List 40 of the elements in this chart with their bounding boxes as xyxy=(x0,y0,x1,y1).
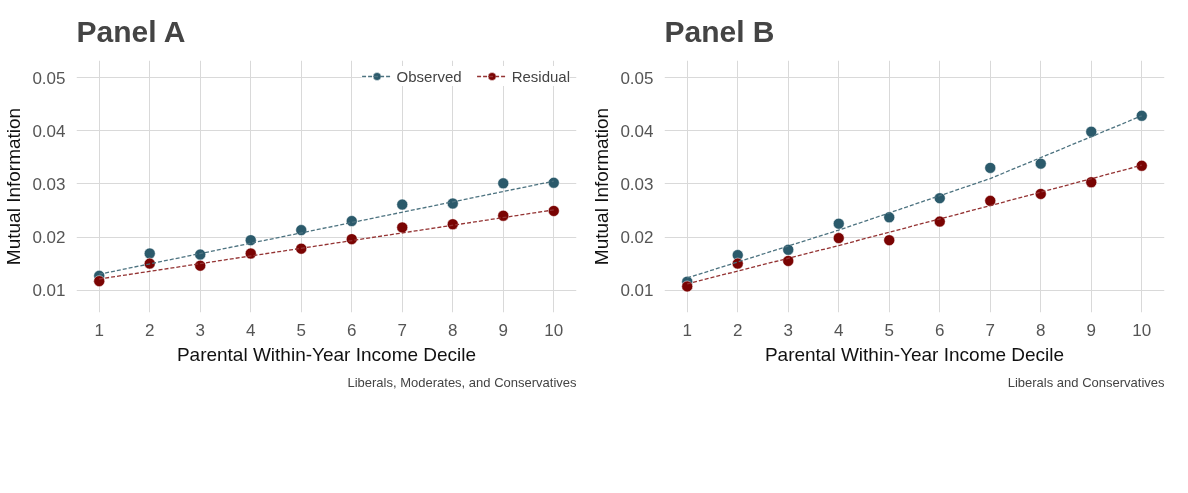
y-tick-label: 0.05 xyxy=(620,68,654,88)
x-tick-label: 10 xyxy=(544,320,564,340)
y-axis-title: Mutual Information xyxy=(591,107,613,266)
chart-title: Panel A xyxy=(76,15,186,48)
legend-label: Residual xyxy=(511,67,570,85)
x-tick-label: 8 xyxy=(1036,320,1046,340)
chart-title: Panel B xyxy=(664,15,775,48)
y-tick-label: 0.02 xyxy=(32,228,66,248)
x-tick-label: 7 xyxy=(397,320,407,340)
x-tick-label: 1 xyxy=(94,320,104,340)
x-tick-label: 9 xyxy=(1086,320,1097,340)
x-tick-label: 9 xyxy=(498,320,509,340)
y-tick-label: 0.03 xyxy=(620,174,654,194)
x-tick-label: 10 xyxy=(1132,320,1152,340)
y-tick-label: 0.04 xyxy=(32,121,66,141)
x-tick-label: 8 xyxy=(448,320,458,340)
x-axis-title: Parental Within-Year Income Decile xyxy=(176,343,477,365)
y-tick-label: 0.03 xyxy=(32,174,66,194)
x-tick-label: 6 xyxy=(935,320,945,340)
x-tick-label: 4 xyxy=(246,320,256,340)
y-tick-label: 0.05 xyxy=(32,68,66,88)
x-tick-label: 7 xyxy=(985,320,995,340)
x-tick-label: 3 xyxy=(783,320,793,340)
x-tick-label: 4 xyxy=(834,320,844,340)
x-tick-label: 5 xyxy=(296,320,306,340)
x-tick-label: 6 xyxy=(347,320,357,340)
legend-label: Observed xyxy=(396,67,462,85)
x-tick-label: 2 xyxy=(733,320,743,340)
y-tick-label: 0.04 xyxy=(620,121,654,141)
x-tick-label: 3 xyxy=(195,320,205,340)
y-tick-label: 0.02 xyxy=(620,228,654,248)
x-axis-title: Parental Within-Year Income Decile xyxy=(764,343,1065,365)
x-tick-label: 2 xyxy=(145,320,155,340)
x-tick-label: 5 xyxy=(884,320,894,340)
y-tick-label: 0.01 xyxy=(620,281,654,301)
text: Liberals and Conservatives xyxy=(1007,374,1165,390)
y-axis-title: Mutual Information xyxy=(3,107,25,266)
y-tick-label: 0.01 xyxy=(32,281,66,301)
x-tick-label: 1 xyxy=(682,320,692,340)
text: Liberals, Moderates, and Conservatives xyxy=(347,374,577,390)
